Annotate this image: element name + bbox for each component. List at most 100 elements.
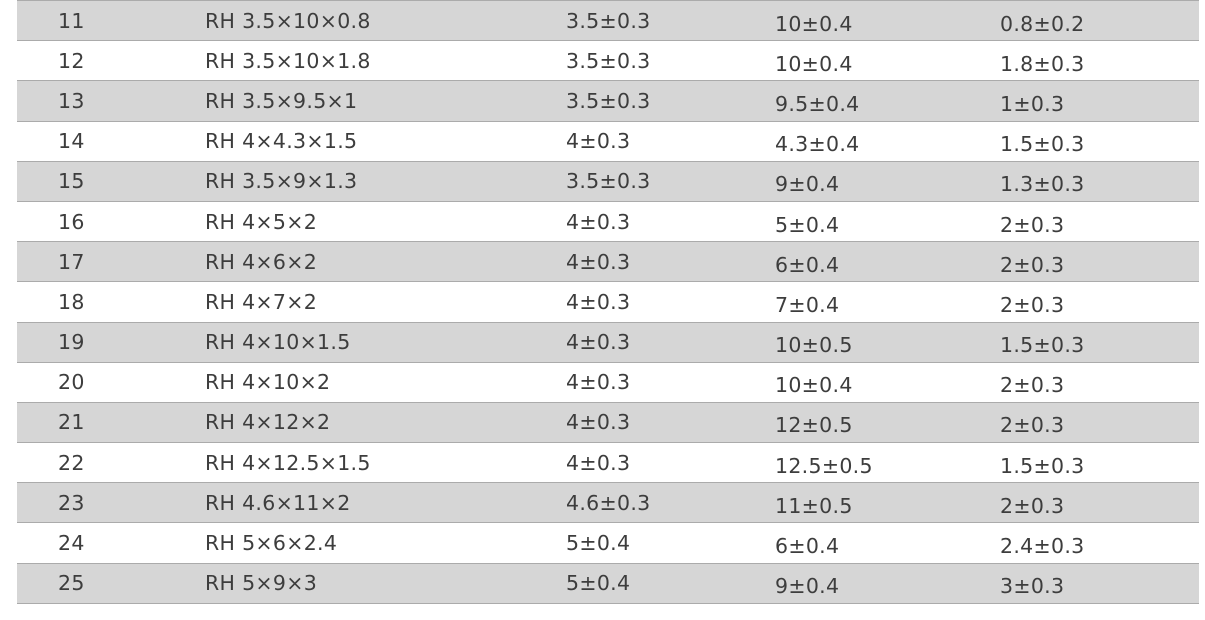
- dim-b-cell-text: 5±0.4: [775, 212, 840, 237]
- dim-c-cell: 2±0.3: [983, 482, 1199, 523]
- dim-b-cell-text: 6±0.4: [775, 252, 840, 277]
- model-cell-text: RH 4×12.5×1.5: [205, 450, 371, 475]
- table-row: 17 RH 4×6×2 4±0.3 6±0.4 2±0.3: [17, 241, 1199, 282]
- dim-c-cell: 2±0.3: [983, 200, 1199, 242]
- row-number-cell-text: 19: [58, 330, 85, 355]
- dim-a-cell: 4±0.3: [549, 120, 758, 162]
- dim-b-cell-text: 6±0.4: [775, 534, 840, 559]
- model-cell-text: RH 5×9×3: [205, 571, 318, 596]
- dim-a-cell-text: 4±0.3: [566, 330, 631, 355]
- spec-table-body: 11 RH 3.5×10×0.8 3.5±0.3 10±0.4 0.8±0.2 12 RH …: [17, 0, 1199, 604]
- model-cell-text: RH 4×5×2: [205, 209, 318, 234]
- model-cell-text: RH 4×4.3×1.5: [205, 129, 358, 154]
- table-row: 19 RH 4×10×1.5 4±0.3 10±0.5 1.5±0.3: [17, 321, 1199, 363]
- table-row: 21 RH 4×12×2 4±0.3 12±0.5 2±0.3: [17, 401, 1199, 443]
- row-number-cell-text: 18: [58, 289, 85, 314]
- dim-a-cell: 4±0.3: [549, 241, 758, 282]
- row-number-cell: 25: [17, 562, 188, 604]
- dim-a-cell: 4±0.3: [549, 200, 758, 242]
- model-cell: RH 3.5×10×0.8: [188, 0, 549, 41]
- row-number-cell: 24: [17, 522, 188, 564]
- dim-c-cell-text: 0.8±0.2: [1000, 11, 1085, 36]
- dim-a-cell-text: 5±0.4: [566, 531, 631, 556]
- dim-a-cell-text: 4±0.3: [566, 209, 631, 234]
- dim-a-cell: 4±0.3: [549, 442, 758, 483]
- dim-c-cell-text: 1±0.3: [1000, 91, 1065, 116]
- table-row: 25 RH 5×9×3 5±0.4 9±0.4 3±0.3: [17, 562, 1199, 604]
- dim-b-cell-text: 11±0.5: [775, 493, 853, 518]
- dim-a-cell-text: 4.6±0.3: [566, 490, 651, 515]
- model-cell: RH 4×10×1.5: [188, 321, 549, 363]
- dim-a-cell-text: 4±0.3: [566, 370, 631, 395]
- model-cell: RH 5×9×3: [188, 562, 549, 604]
- dim-a-cell-text: 4±0.3: [566, 129, 631, 154]
- dim-c-cell: 2±0.3: [983, 361, 1199, 403]
- row-number-cell-text: 17: [58, 249, 85, 274]
- table-row: 15 RH 3.5×9×1.3 3.5±0.3 9±0.4 1.3±0.3: [17, 160, 1199, 202]
- dim-a-cell: 3.5±0.3: [549, 80, 758, 122]
- dim-a-cell-text: 4±0.3: [566, 410, 631, 435]
- dim-a-cell: 5±0.4: [549, 562, 758, 604]
- model-cell: RH 3.5×10×1.8: [188, 40, 549, 81]
- dim-c-cell: 2±0.3: [983, 401, 1199, 443]
- dim-a-cell: 3.5±0.3: [549, 160, 758, 202]
- dim-b-cell: 9±0.4: [758, 562, 983, 604]
- row-number-cell-text: 16: [58, 209, 85, 234]
- dim-a-cell-text: 3.5±0.3: [566, 169, 651, 194]
- table-row: 18 RH 4×7×2 4±0.3 7±0.4 2±0.3: [17, 281, 1199, 322]
- row-number-cell-text: 11: [58, 8, 85, 33]
- model-cell-text: RH 4.6×11×2: [205, 490, 351, 515]
- dim-c-cell: 1.8±0.3: [983, 40, 1199, 81]
- model-cell: RH 4×10×2: [188, 361, 549, 403]
- dim-b-cell-text: 10±0.5: [775, 333, 853, 358]
- row-number-cell: 17: [17, 241, 188, 282]
- table-row: 11 RH 3.5×10×0.8 3.5±0.3 10±0.4 0.8±0.2: [17, 0, 1199, 41]
- dim-a-cell: 4±0.3: [549, 281, 758, 322]
- dim-a-cell: 3.5±0.3: [549, 0, 758, 41]
- dim-b-cell-text: 10±0.4: [775, 11, 853, 36]
- table-row: 23 RH 4.6×11×2 4.6±0.3 11±0.5 2±0.3: [17, 482, 1199, 523]
- row-number-cell-text: 12: [58, 48, 85, 73]
- dim-b-cell: 12.5±0.5: [758, 442, 983, 483]
- dim-b-cell: 7±0.4: [758, 281, 983, 322]
- dim-c-cell-text: 2±0.3: [1000, 212, 1065, 237]
- row-number-cell-text: 22: [58, 450, 85, 475]
- dim-c-cell-text: 1.3±0.3: [1000, 172, 1085, 197]
- dim-b-cell-text: 4.3±0.4: [775, 132, 860, 157]
- dim-c-cell: 3±0.3: [983, 562, 1199, 604]
- row-number-cell-text: 15: [58, 169, 85, 194]
- dim-b-cell-text: 10±0.4: [775, 373, 853, 398]
- table-row: 16 RH 4×5×2 4±0.3 5±0.4 2±0.3: [17, 200, 1199, 242]
- spec-table: 11 RH 3.5×10×0.8 3.5±0.3 10±0.4 0.8±0.2 12 RH …: [17, 0, 1199, 604]
- dim-a-cell-text: 3.5±0.3: [566, 48, 651, 73]
- dim-a-cell: 4.6±0.3: [549, 482, 758, 523]
- dim-b-cell-text: 9.5±0.4: [775, 91, 860, 116]
- model-cell: RH 3.5×9.5×1: [188, 80, 549, 122]
- dim-c-cell-text: 1.5±0.3: [1000, 333, 1085, 358]
- dim-c-cell: 2±0.3: [983, 281, 1199, 322]
- row-number-cell: 22: [17, 442, 188, 483]
- row-number-cell: 11: [17, 0, 188, 41]
- dim-c-cell: 1.3±0.3: [983, 160, 1199, 202]
- model-cell: RH 4×4.3×1.5: [188, 120, 549, 162]
- model-cell: RH 4×5×2: [188, 200, 549, 242]
- row-number-cell: 23: [17, 482, 188, 523]
- row-number-cell-text: 14: [58, 129, 85, 154]
- dim-b-cell: 6±0.4: [758, 241, 983, 282]
- row-number-cell: 19: [17, 321, 188, 363]
- dim-c-cell-text: 1.8±0.3: [1000, 51, 1085, 76]
- dim-c-cell-text: 3±0.3: [1000, 574, 1065, 599]
- table-row: 24 RH 5×6×2.4 5±0.4 6±0.4 2.4±0.3: [17, 522, 1199, 564]
- model-cell: RH 3.5×9×1.3: [188, 160, 549, 202]
- table-row: 22 RH 4×12.5×1.5 4±0.3 12.5±0.5 1.5±0.3: [17, 442, 1199, 483]
- model-cell-text: RH 3.5×10×1.8: [205, 48, 371, 73]
- dim-a-cell-text: 4±0.3: [566, 289, 631, 314]
- dim-c-cell-text: 1.5±0.3: [1000, 132, 1085, 157]
- model-cell-text: RH 4×6×2: [205, 249, 318, 274]
- row-number-cell-text: 13: [58, 88, 85, 113]
- dim-c-cell-text: 2±0.3: [1000, 413, 1065, 438]
- dim-a-cell: 4±0.3: [549, 361, 758, 403]
- dim-a-cell: 4±0.3: [549, 401, 758, 443]
- dim-c-cell-text: 2.4±0.3: [1000, 534, 1085, 559]
- dim-c-cell: 1.5±0.3: [983, 120, 1199, 162]
